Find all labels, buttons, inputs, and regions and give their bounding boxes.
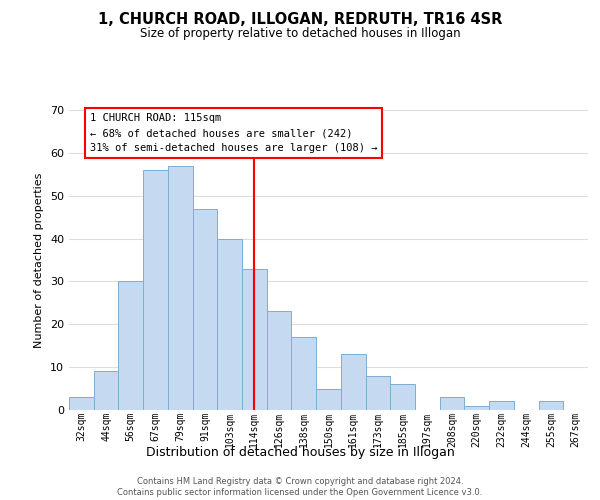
Bar [489, 402, 514, 410]
Bar [168, 166, 193, 410]
Bar [267, 312, 292, 410]
Bar [440, 397, 464, 410]
Bar [365, 376, 390, 410]
Text: Size of property relative to detached houses in Illogan: Size of property relative to detached ho… [140, 28, 460, 40]
Text: 1 CHURCH ROAD: 115sqm
← 68% of detached houses are smaller (242)
31% of semi-det: 1 CHURCH ROAD: 115sqm ← 68% of detached … [90, 113, 377, 154]
Bar [539, 402, 563, 410]
Bar [69, 397, 94, 410]
Bar [217, 238, 242, 410]
Text: Contains HM Land Registry data © Crown copyright and database right 2024.: Contains HM Land Registry data © Crown c… [137, 476, 463, 486]
Bar [94, 372, 118, 410]
Text: Contains public sector information licensed under the Open Government Licence v3: Contains public sector information licen… [118, 488, 482, 497]
Bar [143, 170, 168, 410]
Bar [390, 384, 415, 410]
Bar [341, 354, 365, 410]
Text: 1, CHURCH ROAD, ILLOGAN, REDRUTH, TR16 4SR: 1, CHURCH ROAD, ILLOGAN, REDRUTH, TR16 4… [98, 12, 502, 28]
Bar [118, 282, 143, 410]
Bar [242, 268, 267, 410]
Bar [193, 208, 217, 410]
Bar [316, 388, 341, 410]
Y-axis label: Number of detached properties: Number of detached properties [34, 172, 44, 348]
Bar [464, 406, 489, 410]
Bar [292, 337, 316, 410]
Text: Distribution of detached houses by size in Illogan: Distribution of detached houses by size … [146, 446, 454, 459]
